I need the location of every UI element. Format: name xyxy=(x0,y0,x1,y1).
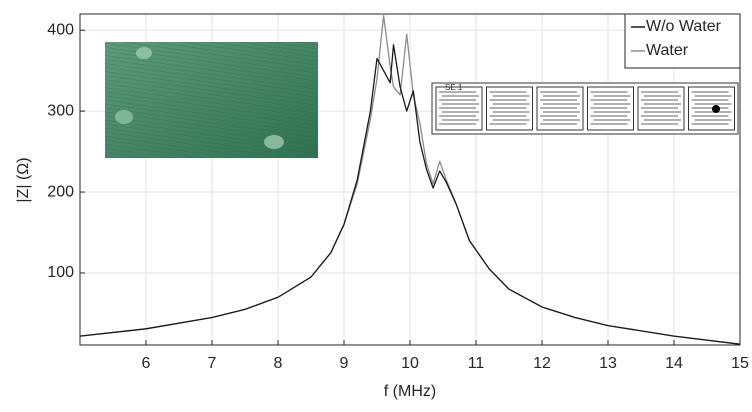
x-tick-label: 10 xyxy=(401,355,419,372)
x-axis-label: f (MHz) xyxy=(384,383,436,400)
x-tick-label: 15 xyxy=(731,355,749,372)
cell xyxy=(688,86,735,131)
x-tick-label: 12 xyxy=(533,355,551,372)
x-tick-label: 13 xyxy=(599,355,617,372)
x-tick-label: 9 xyxy=(340,355,349,372)
legend-label: W/o Water xyxy=(646,18,722,35)
cell xyxy=(587,86,634,131)
y-axis-label: |Z| (Ω) xyxy=(15,157,32,202)
inset-label: SE 1 xyxy=(445,83,463,92)
cell xyxy=(637,86,685,131)
x-tick-label: 8 xyxy=(274,355,283,372)
x-tick-label: 11 xyxy=(468,355,485,372)
y-tick-label: 400 xyxy=(47,21,74,38)
series-line xyxy=(79,44,741,345)
cell xyxy=(536,86,584,131)
y-tick-label: 100 xyxy=(47,264,74,281)
lines xyxy=(79,14,741,345)
schematic-inset xyxy=(431,82,739,135)
legend xyxy=(624,13,741,69)
y-tick-label: 300 xyxy=(47,102,74,119)
cell xyxy=(435,86,483,131)
x-tick-label: 7 xyxy=(208,355,217,372)
x-tick-label: 14 xyxy=(665,355,683,372)
legend-label: Water xyxy=(646,42,689,59)
y-tick-label: 200 xyxy=(47,183,74,200)
x-tick-label: 6 xyxy=(142,355,151,372)
photo-inset xyxy=(105,42,318,158)
cell xyxy=(486,86,533,131)
